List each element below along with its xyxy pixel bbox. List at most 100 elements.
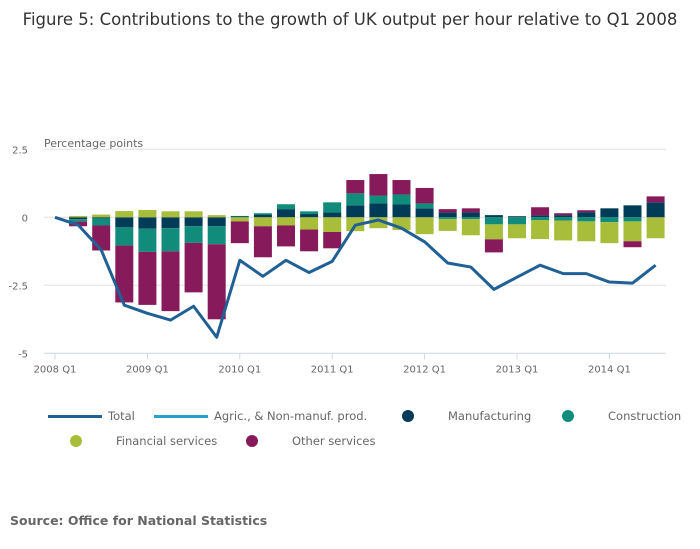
bar-construction xyxy=(115,227,134,246)
source-note: Source: Office for National Statistics xyxy=(10,513,268,528)
bar-manufacturing xyxy=(600,208,619,218)
legend-item-construction[interactable]: Construction xyxy=(562,409,681,423)
legend-swatch-construction xyxy=(562,410,574,422)
bar-financial-services xyxy=(184,211,203,218)
bar-other-services xyxy=(438,209,457,213)
bar-other-services xyxy=(253,226,272,258)
bar-other-services xyxy=(369,174,388,196)
bar-construction xyxy=(253,213,272,215)
bar-financial-services xyxy=(461,219,480,236)
bar-other-services xyxy=(392,180,411,195)
bar-manufacturing xyxy=(554,215,573,218)
bar-financial-services xyxy=(577,221,596,242)
x-tick-label: 2011 Q1 xyxy=(311,364,354,375)
bar-construction xyxy=(461,217,480,220)
legend-swatch-manufacturing xyxy=(402,410,414,422)
bar-other-services xyxy=(554,213,573,216)
bar-financial-services xyxy=(230,217,249,222)
bar-other-services xyxy=(323,231,342,249)
y-tick-label: -5 xyxy=(18,349,28,360)
bar-manufacturing xyxy=(531,215,550,218)
bar-construction xyxy=(323,202,342,213)
legend: Total Agric., & Non-manuf. prod. Manufac… xyxy=(0,403,700,453)
bars xyxy=(69,174,665,320)
bar-manufacturing xyxy=(323,212,342,218)
legend-item-agric[interactable]: Agric., & Non-manuf. prod. xyxy=(154,409,367,423)
x-tick-label: 2013 Q1 xyxy=(496,364,539,375)
bar-construction xyxy=(392,194,411,205)
bar-financial-services xyxy=(438,218,457,231)
bar-financial-services xyxy=(531,220,550,240)
x-tick-label: 2012 Q1 xyxy=(403,364,446,375)
x-tick-label: 2009 Q1 xyxy=(126,364,169,375)
bar-manufacturing xyxy=(508,216,526,218)
bar-financial-services xyxy=(115,211,134,218)
bar-construction xyxy=(161,228,180,252)
legend-label: Construction xyxy=(608,409,682,423)
bar-financial-services xyxy=(484,224,503,240)
bar-construction xyxy=(230,215,249,217)
bar-construction xyxy=(623,217,642,222)
legend-item-other-services[interactable]: Other services xyxy=(246,434,376,448)
bar-construction xyxy=(369,195,388,204)
bar-financial-services xyxy=(161,211,180,218)
bar-other-services xyxy=(161,251,180,312)
bar-manufacturing xyxy=(184,217,203,227)
lines xyxy=(54,215,657,339)
legend-item-total[interactable]: Total xyxy=(48,409,135,423)
bar-financial-services xyxy=(138,209,157,218)
bar-construction xyxy=(300,211,319,215)
bar-other-services xyxy=(415,187,434,204)
y-tick-label: 0 xyxy=(22,213,28,224)
x-tick-label: 2008 Q1 xyxy=(34,364,77,375)
bar-other-services xyxy=(531,207,550,216)
y-tick-label: -2.5 xyxy=(8,281,28,292)
bar-financial-services xyxy=(369,217,388,229)
bar-construction xyxy=(184,226,203,243)
bar-other-services xyxy=(115,245,134,303)
legend-item-financial-services[interactable]: Financial services xyxy=(70,434,217,448)
bar-other-services xyxy=(277,225,295,247)
legend-item-manufacturing[interactable]: Manufacturing xyxy=(402,409,531,423)
bar-other-services xyxy=(484,239,503,253)
bar-financial-services xyxy=(646,217,665,239)
y-axis: 2.5 0 -2.5 -5 xyxy=(8,145,28,360)
bar-manufacturing xyxy=(69,217,88,220)
bar-other-services xyxy=(230,221,249,244)
bar-financial-services xyxy=(253,217,272,227)
bar-construction xyxy=(438,217,457,219)
y-tick-label: 2.5 xyxy=(12,145,28,156)
bar-other-services xyxy=(346,180,365,194)
legend-swatch-other-services xyxy=(246,435,258,447)
legend-swatch-total xyxy=(48,414,102,418)
bar-construction xyxy=(531,217,550,221)
bar-manufacturing xyxy=(300,214,319,218)
x-axis: 2008 Q1 2009 Q1 2010 Q1 2011 Q1 2012 Q1 2013 … xyxy=(34,352,666,375)
bar-manufacturing xyxy=(369,203,388,218)
bar-manufacturing xyxy=(161,217,180,229)
legend-label: Other services xyxy=(292,434,376,448)
bar-construction xyxy=(600,217,619,223)
bar-financial-services xyxy=(323,217,342,232)
bar-construction xyxy=(554,217,573,221)
bar-financial-services xyxy=(508,224,526,239)
bar-manufacturing xyxy=(277,209,295,218)
bar-financial-services xyxy=(207,215,226,218)
bar-other-services xyxy=(184,242,203,293)
bar-manufacturing xyxy=(461,212,480,218)
legend-swatch-financial-services xyxy=(70,435,82,447)
bar-manufacturing xyxy=(253,214,272,218)
bar-manufacturing xyxy=(415,208,434,218)
legend-label: Agric., & Non-manuf. prod. xyxy=(214,409,368,423)
legend-label: Total xyxy=(108,409,135,423)
bar-other-services xyxy=(461,208,480,213)
bar-construction xyxy=(577,217,596,222)
bar-manufacturing xyxy=(346,205,365,218)
bar-construction xyxy=(92,218,111,226)
bar-manufacturing xyxy=(392,204,411,218)
legend-label: Financial services xyxy=(116,434,218,448)
bar-financial-services xyxy=(277,217,295,226)
bar-manufacturing xyxy=(230,216,249,218)
bar-construction xyxy=(69,219,88,222)
bar-financial-services xyxy=(600,222,619,244)
